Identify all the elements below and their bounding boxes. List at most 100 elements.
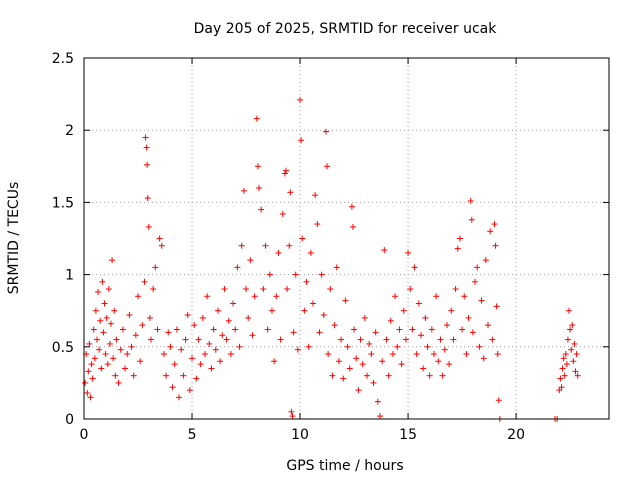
data-point	[351, 326, 358, 333]
data-point	[197, 361, 204, 368]
data-point	[160, 351, 167, 358]
data-point	[240, 187, 247, 194]
data-point	[221, 286, 228, 293]
data-point	[318, 271, 325, 278]
data-point	[389, 351, 396, 358]
data-point	[492, 242, 499, 249]
data-point	[122, 365, 129, 372]
data-point	[99, 278, 106, 285]
data-point	[158, 242, 165, 249]
data-point	[225, 317, 232, 324]
data-point	[110, 355, 117, 362]
data-point	[443, 322, 450, 329]
data-point	[104, 361, 111, 368]
data-point	[112, 372, 119, 379]
data-point	[431, 351, 437, 358]
data-point	[402, 336, 409, 343]
data-point	[383, 336, 390, 343]
data-point	[144, 195, 151, 202]
data-point	[566, 307, 573, 314]
data-point	[256, 184, 262, 191]
data-point	[287, 189, 294, 196]
data-point	[262, 242, 269, 249]
data-point	[376, 413, 383, 420]
data-point	[176, 394, 183, 401]
data-point	[407, 286, 414, 293]
data-point	[152, 264, 159, 271]
data-point	[327, 286, 334, 293]
data-point	[288, 408, 295, 415]
data-point	[186, 387, 193, 394]
data-point	[105, 286, 112, 293]
x-tick-label: 20	[507, 427, 525, 443]
data-point	[396, 326, 403, 333]
data-point	[249, 332, 256, 339]
x-axis-label: GPS time / hours	[286, 458, 403, 474]
data-point	[349, 223, 356, 230]
data-point	[448, 307, 455, 314]
data-point	[204, 293, 211, 300]
data-point	[223, 336, 230, 343]
data-point	[567, 326, 574, 333]
data-point	[570, 358, 577, 365]
y-axis-label: SRMTID / TECUs	[6, 182, 22, 295]
data-point	[355, 387, 362, 394]
data-point	[294, 346, 301, 353]
data-point	[214, 307, 221, 314]
data-point	[394, 343, 401, 350]
data-point	[169, 384, 176, 391]
data-point	[454, 245, 461, 252]
data-point	[572, 368, 579, 375]
data-point	[467, 197, 474, 204]
data-point	[560, 355, 567, 362]
data-point	[199, 314, 206, 321]
data-point	[439, 372, 446, 379]
data-point	[117, 346, 124, 353]
data-point	[182, 336, 189, 343]
data-point	[385, 372, 392, 379]
data-point	[109, 257, 116, 264]
data-point	[289, 413, 296, 420]
data-point	[472, 278, 479, 285]
data-point	[364, 372, 371, 379]
data-point	[357, 336, 364, 343]
y-tick-label: 1	[65, 268, 74, 284]
data-point	[320, 312, 327, 319]
data-point	[392, 293, 399, 300]
data-point	[426, 372, 433, 379]
x-tick-label: 5	[188, 427, 197, 443]
data-point	[437, 336, 444, 343]
data-point	[494, 351, 501, 358]
data-point	[210, 326, 217, 333]
data-point	[452, 286, 459, 293]
data-point	[411, 264, 418, 271]
data-point	[271, 358, 278, 365]
data-point	[564, 336, 571, 343]
data-point	[139, 322, 146, 329]
data-point	[495, 397, 502, 404]
data-point	[236, 343, 243, 350]
y-tick-label: 0	[65, 412, 74, 428]
data-point	[459, 326, 466, 333]
data-point	[374, 398, 381, 405]
data-point	[247, 257, 254, 264]
data-point	[238, 242, 245, 249]
data-point	[251, 293, 258, 300]
data-point	[361, 314, 368, 321]
data-point	[91, 355, 98, 362]
data-point	[370, 379, 377, 386]
data-point	[366, 340, 373, 347]
data-point	[145, 223, 152, 230]
data-point	[279, 210, 286, 217]
data-point	[424, 343, 431, 350]
data-point	[86, 340, 93, 347]
chart-title: Day 205 of 2025, SRMTID for receiver uca…	[194, 21, 498, 37]
data-point	[346, 365, 353, 372]
data-point	[301, 307, 308, 314]
data-point	[143, 144, 150, 151]
data-point	[115, 379, 122, 386]
data-point	[191, 322, 198, 329]
data-point	[132, 332, 139, 339]
data-point	[571, 340, 578, 347]
data-point	[468, 216, 475, 223]
